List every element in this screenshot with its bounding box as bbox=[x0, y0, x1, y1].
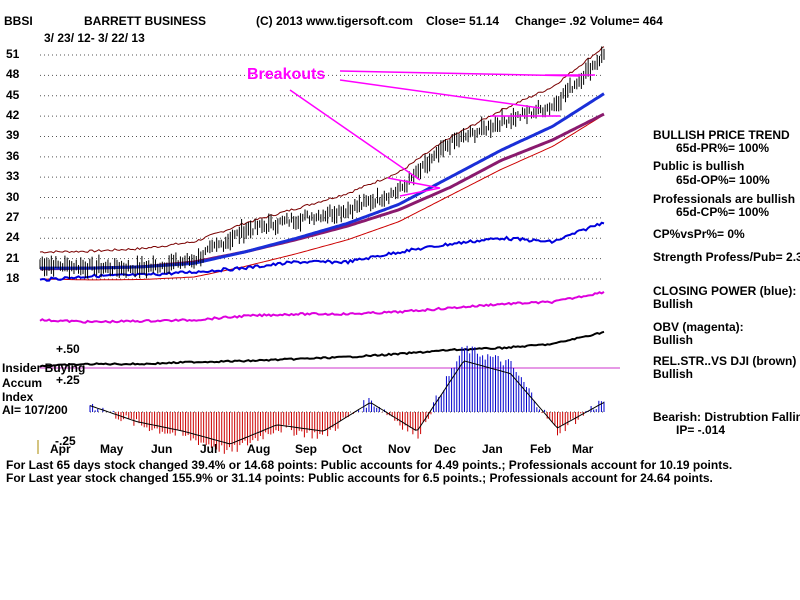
y-tick-label: 21 bbox=[6, 250, 20, 265]
indicator-lines bbox=[39, 92, 605, 368]
strength-value: Strength Profess/Pub= 2.3 bbox=[653, 250, 800, 264]
y-tick-label: 36 bbox=[6, 148, 20, 163]
relative-strength-line bbox=[39, 330, 605, 368]
accum-index-bars bbox=[89, 345, 605, 454]
y-tick-label: 33 bbox=[6, 169, 20, 184]
accum-label: Accum bbox=[2, 376, 43, 390]
month-label: Mar bbox=[572, 442, 594, 456]
breakout-pointer bbox=[339, 79, 541, 109]
month-label: Feb bbox=[530, 442, 552, 456]
month-label: Oct bbox=[342, 442, 363, 456]
close-value: Close= 51.14 bbox=[426, 14, 500, 28]
y-tick-label: 24 bbox=[6, 230, 20, 245]
moving-average bbox=[40, 92, 605, 270]
y-tick-label: 39 bbox=[6, 128, 20, 143]
cp-value: 65d-CP%= 100% bbox=[676, 205, 770, 219]
pros-title: Professionals are bullish bbox=[653, 192, 796, 206]
price-bars bbox=[39, 46, 605, 279]
y-tick-label: 45 bbox=[6, 87, 20, 102]
ai-value: AI= 107/200 bbox=[2, 403, 68, 417]
relstr-title: REL.STR..VS DJI (brown) bbox=[653, 354, 797, 368]
month-label: Aug bbox=[247, 442, 271, 456]
ip-value: IP= -.014 bbox=[676, 423, 726, 437]
month-label: Jul bbox=[200, 442, 218, 456]
bearish-title: Bearish: Distrubtion Falling bbox=[653, 410, 800, 424]
trend-title: BULLISH PRICE TREND bbox=[653, 128, 790, 142]
obv-title: OBV (magenta): bbox=[653, 320, 744, 334]
obv-value: Bullish bbox=[653, 333, 694, 347]
month-label: Jan bbox=[482, 442, 503, 456]
month-label: Nov bbox=[388, 442, 411, 456]
accum-average-line bbox=[89, 360, 605, 445]
month-label: Sep bbox=[295, 442, 318, 456]
closing-power-value: Bullish bbox=[653, 297, 694, 311]
breakout-lines bbox=[289, 70, 595, 197]
public-title: Public is bullish bbox=[653, 159, 745, 173]
relstr-value: Bullish bbox=[653, 367, 694, 381]
company-name: BARRETT BUSINESS bbox=[84, 14, 207, 28]
y-tick-label: 30 bbox=[6, 189, 20, 204]
pr-value: 65d-PR%= 100% bbox=[676, 141, 770, 155]
grid-lines bbox=[37, 54, 620, 454]
ticker: BBSI bbox=[4, 14, 33, 28]
cpvspr-value: CP%vsPr%= 0% bbox=[653, 227, 745, 241]
copyright: (C) 2013 www.tigersoft.com bbox=[256, 14, 413, 28]
change-value: Change= .92 bbox=[515, 14, 587, 28]
y-tick-label: 18 bbox=[6, 271, 20, 285]
breakouts-label: Breakouts bbox=[247, 66, 326, 83]
month-label: Dec bbox=[434, 442, 457, 456]
lower-band bbox=[40, 114, 605, 281]
breakout-pointer bbox=[339, 70, 581, 77]
y-tick-label: 51 bbox=[6, 47, 20, 61]
footer-65day: For Last 65 days stock changed 39.4% or … bbox=[6, 458, 733, 472]
breakout-triangle bbox=[387, 177, 441, 197]
month-label: May bbox=[100, 442, 124, 456]
op-value: 65d-OP%= 100% bbox=[676, 173, 770, 187]
date-range: 3/ 23/ 12- 3/ 22/ 13 bbox=[44, 31, 145, 45]
month-label: Apr bbox=[50, 442, 71, 456]
volume-value: Volume= 464 bbox=[590, 14, 663, 28]
long-moving-average bbox=[40, 112, 605, 271]
obv-line bbox=[39, 291, 605, 324]
y-tick-label: 48 bbox=[6, 67, 20, 82]
band-lines bbox=[39, 46, 605, 281]
index-label: Index bbox=[2, 390, 34, 404]
footer-year: For Last year stock changed 155.9% or 31… bbox=[6, 471, 713, 485]
closing-power-title: CLOSING POWER (blue): bbox=[653, 284, 797, 298]
y-tick-label: 42 bbox=[6, 108, 20, 123]
month-label: Jun bbox=[151, 442, 173, 456]
accum-plus25-label: +.25 bbox=[56, 373, 80, 387]
insider-buying-label: Insider Buying bbox=[2, 361, 86, 375]
accum-minus25-label: -.25 bbox=[55, 434, 76, 448]
closing-power-line bbox=[39, 221, 605, 282]
breakout-pointer bbox=[289, 89, 421, 181]
accum-plus50-label: +.50 bbox=[56, 342, 80, 356]
upper-band bbox=[39, 46, 605, 254]
y-tick-label: 27 bbox=[6, 209, 20, 224]
